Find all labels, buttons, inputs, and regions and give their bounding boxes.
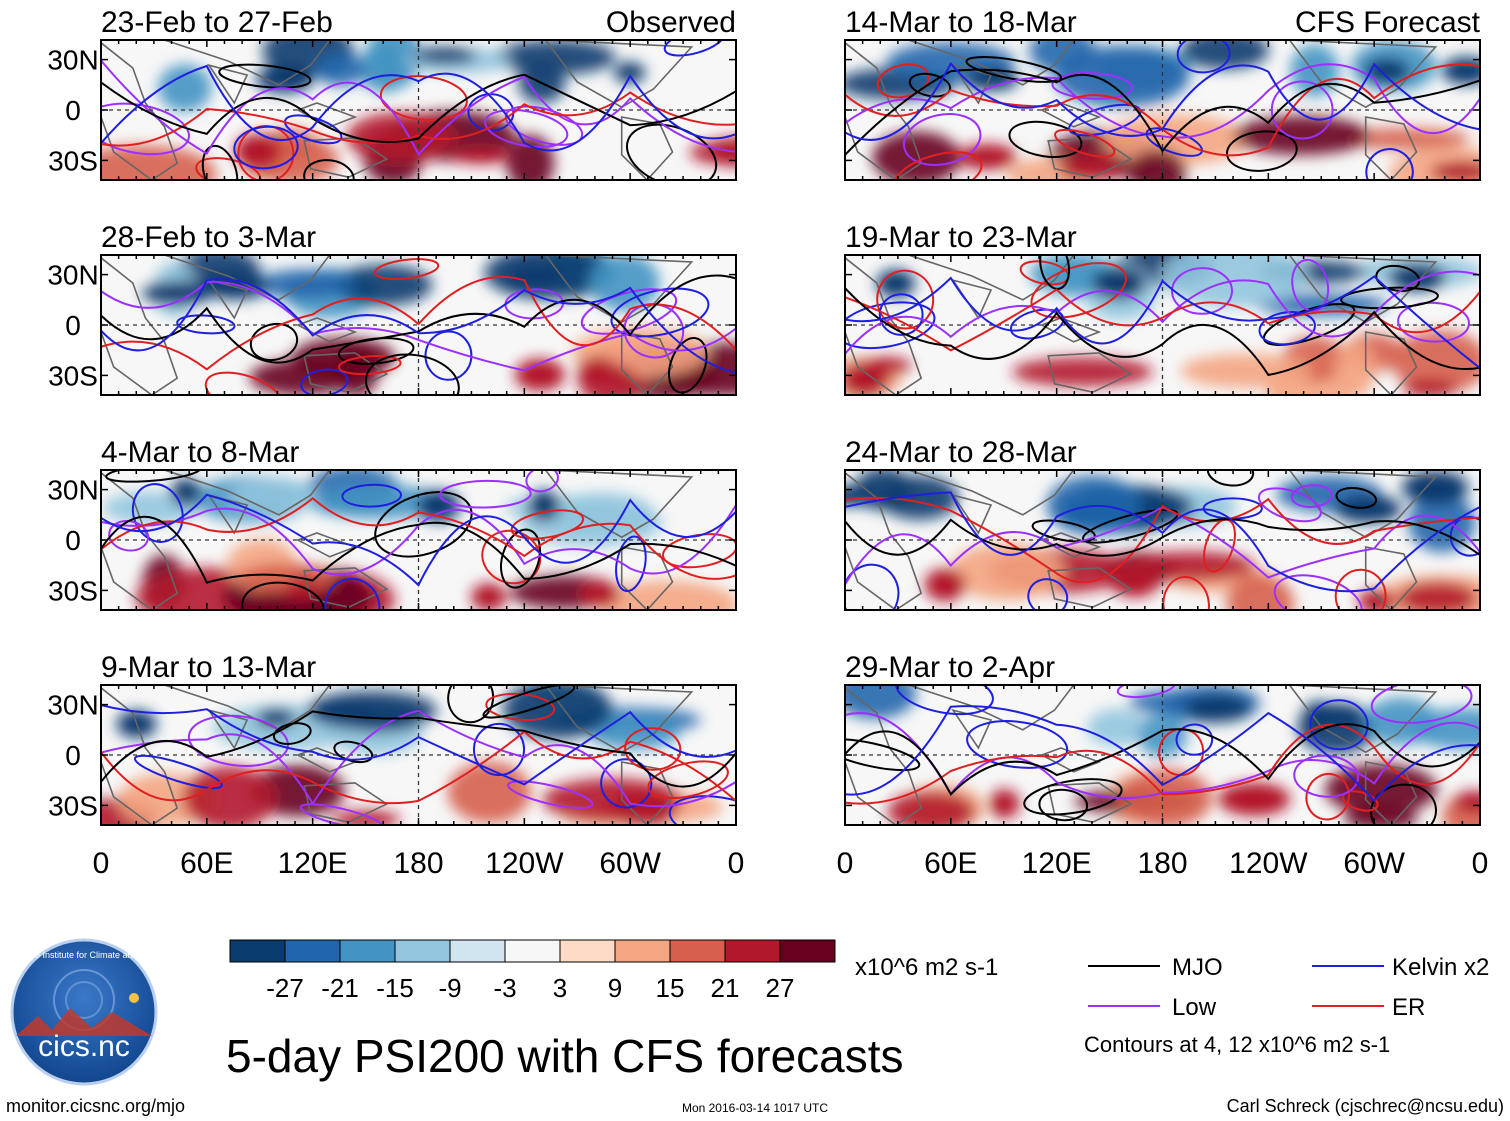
- lon-label: 180: [1137, 847, 1187, 880]
- lon-label: 0: [1472, 847, 1489, 880]
- map-panel: 30N 0 30S 23-Feb to 27-Feb Observed: [47, 6, 737, 181]
- colorbar-swatch: [779, 939, 836, 963]
- legend: MJO Kelvin x2 Low ER Contours at 4, 12 x…: [1084, 954, 1489, 1057]
- lon-label: 120E: [278, 847, 348, 880]
- lat-label: 0: [65, 95, 81, 126]
- colorbar-swatch: [669, 939, 726, 963]
- panel-period: 14-Mar to 18-Mar: [845, 6, 1077, 39]
- legend-label-low: Low: [1172, 994, 1217, 1021]
- lon-label: 60E: [924, 847, 977, 880]
- colorbar: -27 -21 -15 -9 -3 3 9 15 21 27: [229, 939, 836, 1003]
- panel-period: 9-Mar to 13-Mar: [101, 651, 316, 684]
- panel-period: 28-Feb to 3-Mar: [101, 221, 316, 254]
- lon-label: 180: [393, 847, 443, 880]
- lon-label: 120W: [1229, 847, 1308, 880]
- panel-period: 29-Mar to 2-Apr: [845, 651, 1055, 684]
- lat-label: 0: [65, 525, 81, 556]
- lon-label: 120E: [1022, 847, 1092, 880]
- colorbar-swatch: [339, 939, 396, 963]
- lat-label: 30S: [48, 145, 98, 176]
- lon-label: 120W: [485, 847, 564, 880]
- legend-label-kelvin: Kelvin x2: [1392, 954, 1489, 981]
- colorbar-swatch: [394, 939, 451, 963]
- lon-label: 0: [728, 847, 745, 880]
- lat-label: 0: [65, 740, 81, 771]
- colorbar-tick: 21: [711, 973, 740, 1003]
- panel-kind-label: CFS Forecast: [1295, 6, 1481, 39]
- map-panel: 14-Mar to 18-Mar CFS Forecast: [844, 6, 1481, 181]
- figure-title: 5-day PSI200 with CFS forecasts: [226, 1030, 904, 1082]
- colorbar-tick: -21: [321, 973, 359, 1003]
- lon-label: 0: [837, 847, 854, 880]
- footer-author: Carl Schreck (cjschrec@ncsu.edu): [1227, 1096, 1504, 1116]
- map-panel: 30N 0 30S 9-Mar to 13-Mar 0 60E 120E 180 120W 60W…: [47, 651, 745, 880]
- colorbar-units: x10^6 m2 s-1: [855, 954, 998, 981]
- map-panel: 30N 0 30S 4-Mar to 8-Mar: [47, 436, 737, 611]
- colorbar-swatch: [504, 939, 561, 963]
- colorbar-swatch: [449, 939, 506, 963]
- map-panel: 29-Mar to 2-Apr 0 60E 120E 180 120W 60W 0: [837, 651, 1489, 880]
- colorbar-tick: -15: [376, 973, 414, 1003]
- logo-org: Cooperative Institute for Climate and Sa…: [0, 950, 177, 960]
- colorbar-swatch: [614, 939, 671, 963]
- logo-name: cics.nc: [38, 1030, 130, 1063]
- lat-label: 30S: [48, 360, 98, 391]
- map-panel: 19-Mar to 23-Mar: [844, 221, 1481, 396]
- lon-label: 0: [93, 847, 110, 880]
- colorbar-tick: -9: [438, 973, 461, 1003]
- legend-label-er: ER: [1392, 994, 1425, 1021]
- colorbar-tick: -27: [266, 973, 304, 1003]
- map-panels: 30N 0 30S 23-Feb to 27-Feb Observed 30N 0 30S 28…: [47, 6, 1489, 880]
- colorbar-tick: 9: [608, 973, 622, 1003]
- panel-period: 4-Mar to 8-Mar: [101, 436, 299, 469]
- panel-kind-label: Observed: [606, 6, 736, 39]
- map-panel: 30N 0 30S 28-Feb to 3-Mar: [47, 221, 737, 396]
- colorbar-tick: -3: [493, 973, 516, 1003]
- lat-label: 30S: [48, 790, 98, 821]
- colorbar-tick: 3: [553, 973, 567, 1003]
- lat-label: 30N: [47, 475, 98, 506]
- panel-period: 23-Feb to 27-Feb: [101, 6, 333, 39]
- lat-label: 30N: [47, 690, 98, 721]
- footer-timestamp: Mon 2016-03-14 1017 UTC: [682, 1101, 828, 1115]
- cics-logo: cics.nc Cooperative Institute for Climat…: [0, 938, 177, 1086]
- colorbar-swatch: [559, 939, 616, 963]
- footer-url[interactable]: monitor.cicsnc.org/mjo: [6, 1096, 185, 1116]
- colorbar-tick: 27: [766, 973, 795, 1003]
- lat-label: 30N: [47, 45, 98, 76]
- lon-label: 60E: [180, 847, 233, 880]
- colorbar-swatch: [229, 939, 286, 963]
- colorbar-tick: 15: [656, 973, 685, 1003]
- legend-label-mjo: MJO: [1172, 954, 1223, 981]
- panel-period: 19-Mar to 23-Mar: [845, 221, 1077, 254]
- lat-label: 30N: [47, 260, 98, 291]
- colorbar-swatch: [724, 939, 781, 963]
- map-panel: 24-Mar to 28-Mar: [844, 436, 1481, 611]
- lat-label: 30S: [48, 575, 98, 606]
- panel-period: 24-Mar to 28-Mar: [845, 436, 1077, 469]
- contour-note: Contours at 4, 12 x10^6 m2 s-1: [1084, 1032, 1390, 1057]
- lat-label: 0: [65, 310, 81, 341]
- lon-label: 60W: [1343, 847, 1405, 880]
- lon-label: 60W: [599, 847, 661, 880]
- colorbar-swatch: [284, 939, 341, 963]
